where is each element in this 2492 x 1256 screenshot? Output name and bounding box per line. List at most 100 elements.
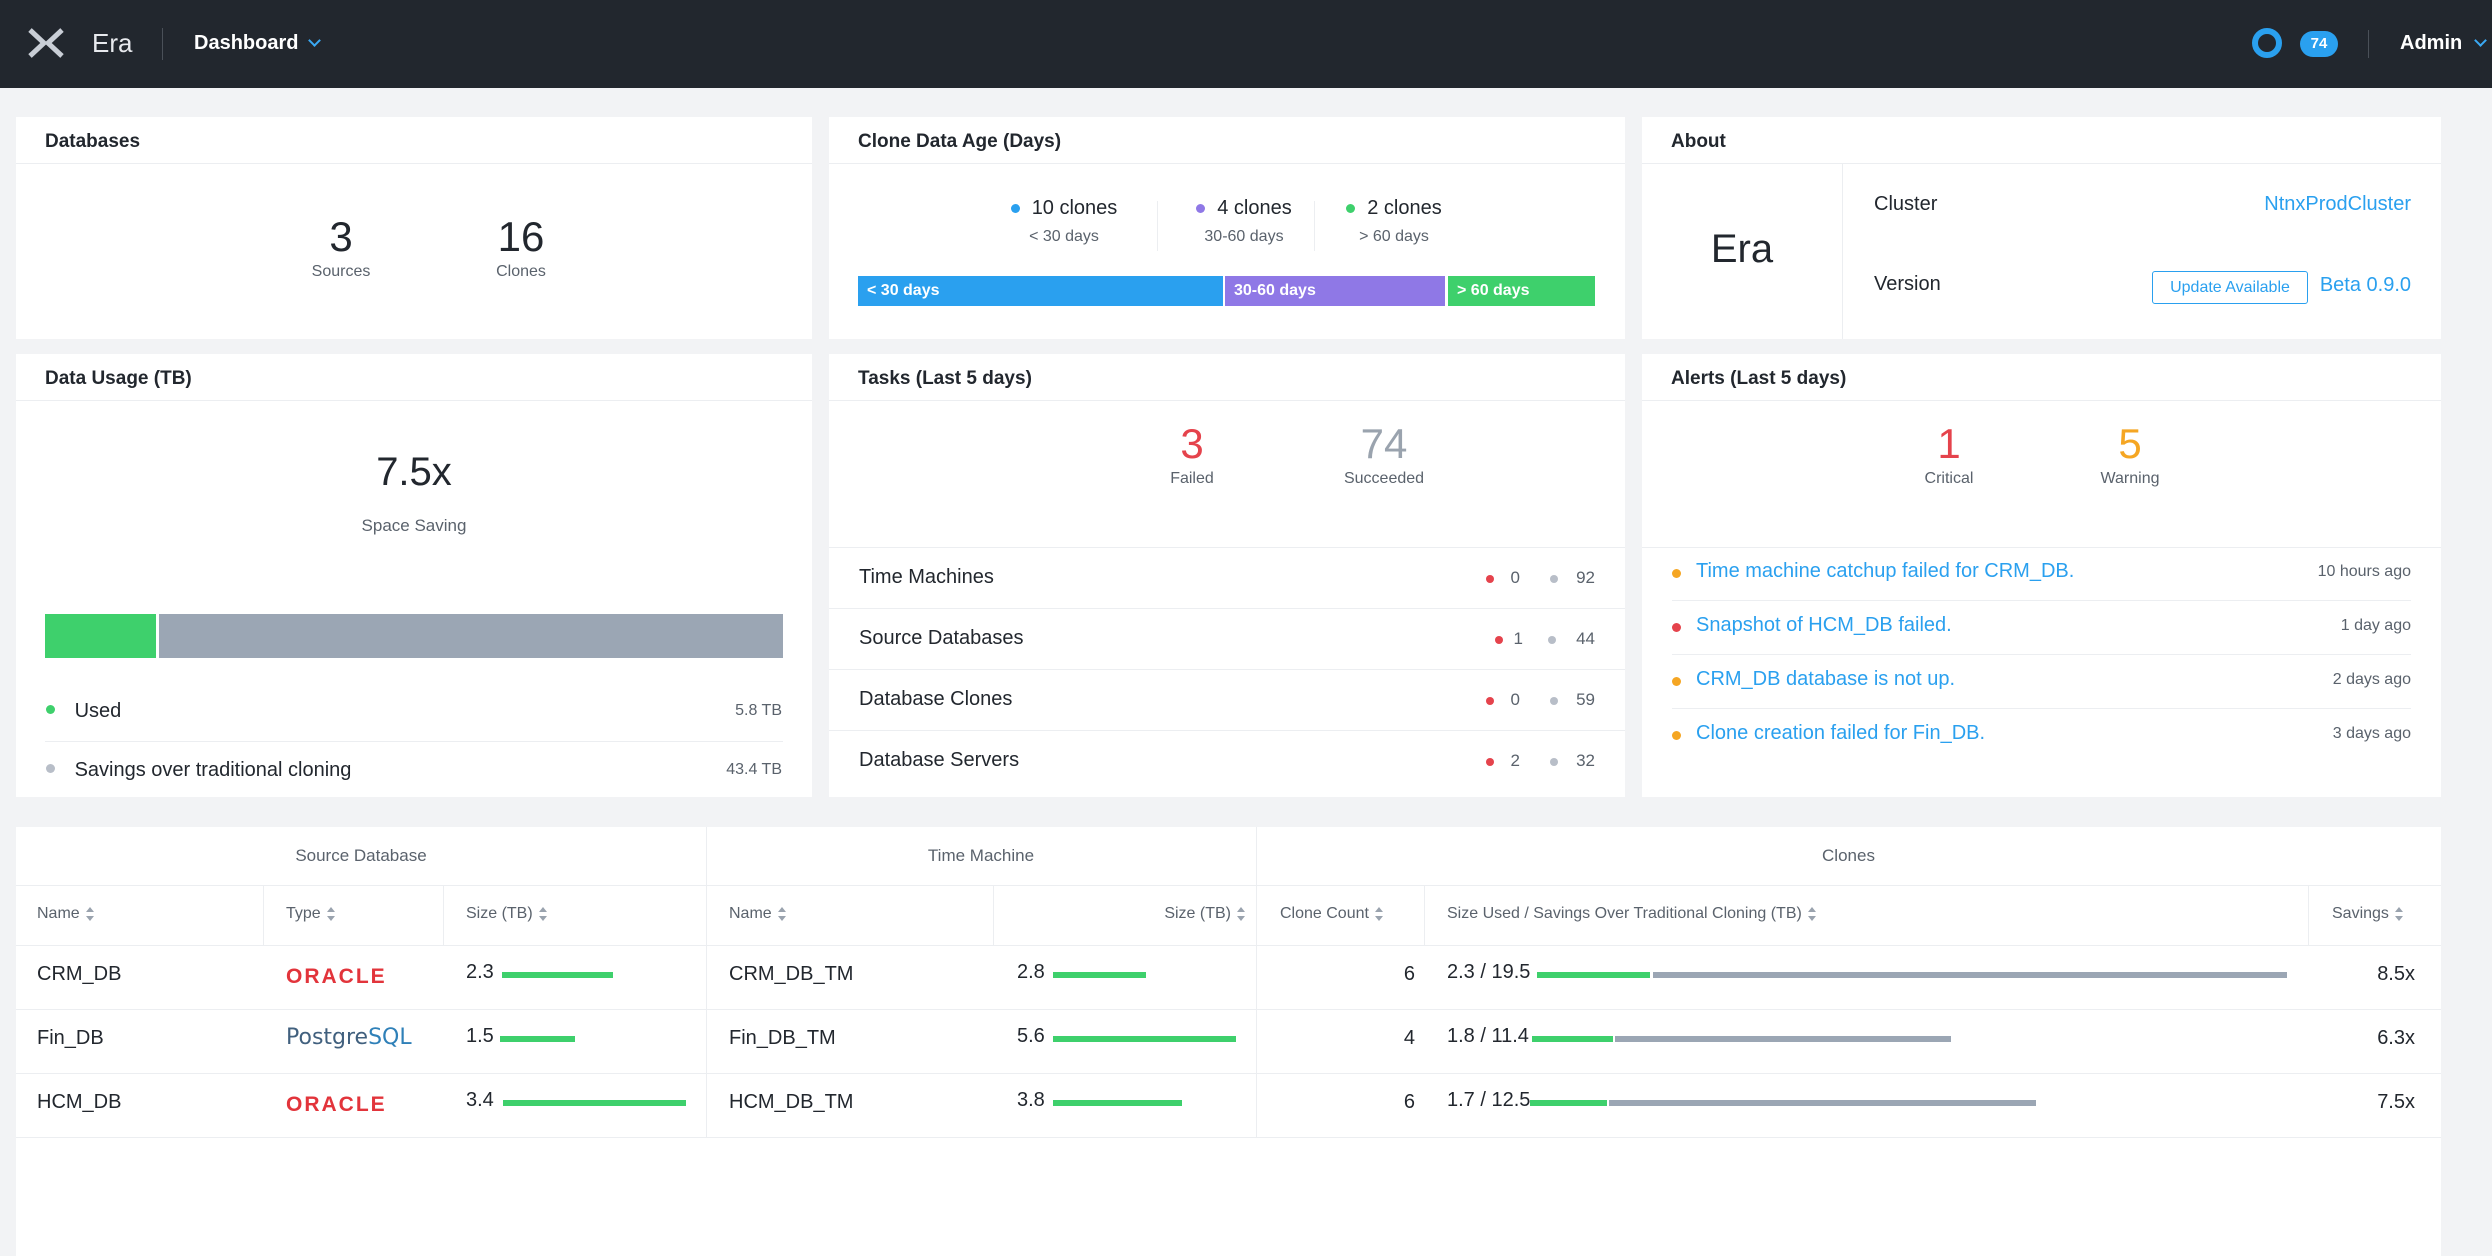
clone-age-bar-young[interactable]: < 30 days <box>858 276 1223 306</box>
savings-bar <box>1615 1036 1951 1042</box>
chevron-down-icon <box>308 34 322 47</box>
divider <box>1424 885 1425 945</box>
dashboard-menu[interactable]: Dashboard <box>194 32 322 55</box>
clone-age-bar-old[interactable]: > 60 days <box>1448 276 1595 306</box>
divider <box>706 827 707 1137</box>
postgresql-logo-icon: PostgreSQL <box>286 1025 412 1050</box>
alert-message-link[interactable]: Snapshot of HCM_DB failed. <box>1696 614 1952 636</box>
table-row-clone-count: 6 <box>1403 963 1415 985</box>
card-title: Databases <box>45 131 141 152</box>
clone-age-stat-young: 10 clones < 30 days <box>989 197 1139 246</box>
table-row-name[interactable]: HCM_DB <box>37 1091 122 1113</box>
column-header-size[interactable]: Size (TB) <box>466 905 547 923</box>
sources-count[interactable]: 3 <box>329 213 353 260</box>
data-usage-card: Data Usage (TB) 7.5x Space Saving Used 5… <box>16 354 812 797</box>
column-header-savings[interactable]: Savings <box>2332 905 2403 923</box>
table-row-tm-size: 2.8 <box>1017 961 1045 983</box>
tasks-failed-count[interactable]: 3 <box>1180 420 1204 467</box>
column-header-size-used-savings[interactable]: Size Used / Savings Over Traditional Clo… <box>1447 905 1816 923</box>
succeeded-dot <box>1550 758 1558 766</box>
failed-dot <box>1486 697 1494 705</box>
nutanix-logo-icon[interactable] <box>26 28 66 58</box>
failed-dot <box>1495 636 1503 644</box>
oracle-logo-icon: ORACLE <box>286 965 387 988</box>
data-usage-savings-segment[interactable] <box>158 614 783 658</box>
oracle-logo-icon: ORACLE <box>286 1093 387 1116</box>
alert-message-link[interactable]: Time machine catchup failed for CRM_DB. <box>1696 560 2075 582</box>
table-row-tm-name[interactable]: Fin_DB_TM <box>729 1027 836 1049</box>
data-usage-used-segment[interactable] <box>45 614 156 658</box>
activity-ring-icon[interactable] <box>2252 28 2282 58</box>
task-row-database-clones[interactable]: Database Clones 0 59 <box>829 669 1625 730</box>
group-header-time-machine: Time Machine <box>927 846 1035 865</box>
divider <box>16 1009 2441 1010</box>
column-header-label: Clone Count <box>1280 905 1369 922</box>
alert-message-link[interactable]: Clone creation failed for Fin_DB. <box>1696 722 1986 744</box>
used-bar <box>1537 972 1650 978</box>
legend-dot <box>1010 204 1020 213</box>
task-row-database-servers[interactable]: Database Servers 2 32 <box>829 730 1625 791</box>
size-bar <box>502 972 613 978</box>
task-succeeded-count: 44 <box>1576 629 1595 648</box>
column-header-tm-name[interactable]: Name <box>729 905 786 923</box>
cluster-link[interactable]: NtnxProdCluster <box>2264 193 2411 215</box>
alerts-warning-count[interactable]: 5 <box>2118 420 2142 467</box>
column-header-label: Name <box>729 905 772 922</box>
clone-age-bar-mid[interactable]: 30-60 days <box>1225 276 1445 306</box>
savings-bar <box>1609 1100 2036 1106</box>
task-row-source-databases[interactable]: Source Databases 1 44 <box>829 608 1625 669</box>
user-menu[interactable]: Admin <box>2400 32 2488 55</box>
database-summary-table: Source Database Time Machine Clones Name… <box>16 827 2441 1256</box>
column-header-name[interactable]: Name <box>37 905 94 923</box>
clone-age-range: > 60 days <box>1359 228 1429 245</box>
alert-row[interactable]: Snapshot of HCM_DB failed. 1 day ago <box>1672 600 2411 654</box>
alert-time: 1 day ago <box>2340 617 2411 634</box>
notification-badge[interactable]: 74 <box>2300 31 2338 57</box>
column-header-tm-size[interactable]: Size (TB) <box>1164 905 1245 923</box>
card-title: Clone Data Age (Days) <box>858 131 1062 152</box>
column-header-type[interactable]: Type <box>286 905 335 923</box>
alert-message-link[interactable]: CRM_DB database is not up. <box>1696 668 1956 690</box>
legend-dot <box>1196 204 1206 213</box>
alert-time: 2 days ago <box>2332 671 2411 688</box>
clone-age-stat-mid: 4 clones 30-60 days <box>1169 197 1319 246</box>
card-title: Data Usage (TB) <box>45 368 192 389</box>
clones-label: Clones <box>496 263 546 280</box>
column-header-label: Name <box>37 905 80 922</box>
divider <box>1642 163 2441 164</box>
alert-row[interactable]: Time machine catchup failed for CRM_DB. … <box>1672 547 2411 601</box>
task-row-time-machines[interactable]: Time Machines 0 92 <box>829 547 1625 608</box>
clone-age-count: 10 clones <box>1031 197 1118 219</box>
task-failed-count: 1 <box>1513 629 1523 648</box>
table-row-used-savings: 1.8 / 11.4 <box>1447 1025 1529 1047</box>
alerts-critical-count[interactable]: 1 <box>1937 420 1961 467</box>
divider <box>993 885 994 945</box>
divider <box>829 163 1625 164</box>
alert-row[interactable]: CRM_DB database is not up. 2 days ago <box>1672 654 2411 708</box>
succeeded-dot <box>1548 636 1556 644</box>
task-row-name: Database Clones <box>859 688 1013 710</box>
tasks-succeeded-count[interactable]: 74 <box>1360 420 1408 467</box>
alert-time: 10 hours ago <box>2317 563 2411 580</box>
table-row-name[interactable]: CRM_DB <box>37 963 122 985</box>
alert-row[interactable]: Clone creation failed for Fin_DB. 3 days… <box>1672 708 2411 762</box>
update-available-button[interactable]: Update Available <box>2152 271 2308 304</box>
legend-dot <box>46 763 55 773</box>
size-bar <box>503 1100 686 1106</box>
legend-dot <box>1346 204 1356 213</box>
tasks-succeeded-label: Succeeded <box>1343 470 1425 487</box>
table-row-tm-name[interactable]: HCM_DB_TM <box>729 1091 854 1113</box>
topbar-divider <box>162 28 163 60</box>
clones-count[interactable]: 16 <box>497 213 545 260</box>
divider <box>1157 201 1158 251</box>
table-row-name[interactable]: Fin_DB <box>37 1027 104 1049</box>
card-title: Tasks (Last 5 days) <box>858 368 1032 389</box>
column-header-clone-count[interactable]: Clone Count <box>1280 905 1383 923</box>
divider <box>2308 885 2309 945</box>
topbar-divider <box>2368 30 2369 58</box>
sort-icon <box>538 907 547 921</box>
table-row-tm-name[interactable]: CRM_DB_TM <box>729 963 854 985</box>
version-value: Beta 0.9.0 <box>2319 274 2411 296</box>
divider <box>1314 201 1315 251</box>
sort-icon <box>1807 907 1816 921</box>
